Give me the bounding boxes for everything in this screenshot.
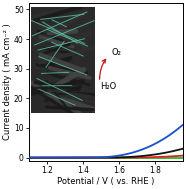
Text: O₂: O₂ [112,48,122,57]
Y-axis label: Current density ( mA cm⁻² ): Current density ( mA cm⁻² ) [4,24,12,140]
X-axis label: Potential / V ( vs. RHE ): Potential / V ( vs. RHE ) [57,177,155,186]
Text: H₂O: H₂O [100,82,116,91]
